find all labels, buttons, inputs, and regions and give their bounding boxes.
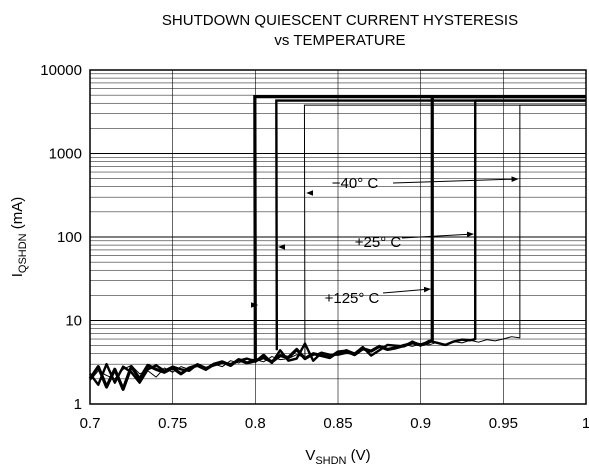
series-rising-edge <box>253 95 586 361</box>
x-tick-label: 0.7 <box>80 415 101 432</box>
y-tick-label: 100 <box>57 229 82 246</box>
x-axis-label: VSHDN (V) <box>305 447 370 467</box>
annotation-label: +125° C <box>325 290 380 307</box>
annotations: −40° C +25° C +125° C <box>251 175 519 308</box>
tick-labels: 0.7 0.75 0.8 0.85 0.9 0.95 1 1 10 100 1000 10000 <box>40 62 589 432</box>
annotation-arrow-right <box>382 286 431 294</box>
y-tick-label: 10000 <box>40 62 82 79</box>
series-line <box>89 104 586 382</box>
series-rising-edge <box>275 99 586 351</box>
y-tick-label: 1 <box>74 396 82 413</box>
y-tick-label: 10 <box>65 313 82 330</box>
annotation-arrow-right <box>401 231 474 239</box>
x-tick-label: 0.95 <box>489 415 518 432</box>
series-rising-edge <box>303 104 586 358</box>
series-layer <box>88 95 586 391</box>
series-line <box>89 99 586 386</box>
annotation-label: +25° C <box>355 234 402 251</box>
x-tick-label: 0.75 <box>158 415 187 432</box>
chart-title: SHUTDOWN QUIESCENT CURRENT HYSTERESIS vs… <box>90 11 589 51</box>
x-tick-label: 0.8 <box>245 415 266 432</box>
plot-frame <box>89 69 587 405</box>
x-tick-label: 1 <box>582 415 589 432</box>
chart-title-line1: SHUTDOWN QUIESCENT CURRENT HYSTERESIS <box>161 12 519 29</box>
y-axis-label: IQSHDN (mA) <box>9 197 29 278</box>
x-tick-label: 0.9 <box>410 415 431 432</box>
chart-title-line2: vs TEMPERATURE <box>274 32 406 49</box>
annotation-arrow-right <box>392 176 519 184</box>
annotation-label: −40° C <box>332 175 379 192</box>
x-tick-label: 0.85 <box>323 415 352 432</box>
y-tick-label: 1000 <box>49 146 82 163</box>
